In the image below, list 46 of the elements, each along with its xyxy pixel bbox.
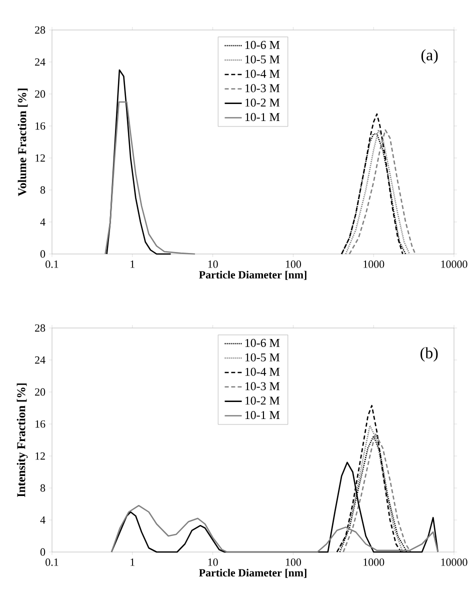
y-axis-title: Volume Fraction [%] xyxy=(18,88,28,196)
y-tick-label: 16 xyxy=(36,122,46,130)
y-tick-label: 28 xyxy=(35,324,46,332)
y-tick-label: 12 xyxy=(36,452,45,460)
legend-label: 10-5 M xyxy=(245,55,280,64)
legend-label: 10-1 M xyxy=(245,113,280,122)
x-axis-title: Particle Diameter [nm] xyxy=(199,568,306,578)
y-tick-label: 16 xyxy=(36,420,46,428)
y-tick-label: 12 xyxy=(36,154,45,162)
y-tick-label: 8 xyxy=(40,484,46,492)
x-tick-label: 1000 xyxy=(364,558,384,566)
legend-label: 10-6 M xyxy=(245,338,280,347)
y-tick-label: 0 xyxy=(40,250,46,258)
x-tick-label: 1000 xyxy=(364,260,384,268)
annotation: (a) xyxy=(421,49,438,64)
annotation: (b) xyxy=(420,347,438,362)
legend-label: 10-1 M xyxy=(245,411,280,420)
legend-label: 10-4 M xyxy=(245,70,280,78)
y-tick-label: 28 xyxy=(35,26,46,34)
legend-label: 10-2 M xyxy=(245,396,280,405)
x-tick-label: 100 xyxy=(286,558,301,566)
y-tick-label: 4 xyxy=(40,218,46,226)
y-tick-label: 20 xyxy=(35,388,46,396)
y-tick-label: 4 xyxy=(40,516,46,524)
x-tick-label: 1 xyxy=(130,260,134,268)
x-tick-label: 1 xyxy=(130,558,134,566)
y-tick-label: 20 xyxy=(35,90,46,98)
x-tick-label: 10 xyxy=(208,260,218,268)
y-axis-title: Intensity Fraction [%] xyxy=(16,383,28,498)
y-tick-label: 8 xyxy=(40,186,46,194)
y-tick-label: 24 xyxy=(35,58,46,66)
x-tick-label: 100 xyxy=(286,260,301,268)
legend-label: 10-3 M xyxy=(245,382,280,390)
legend-label: 10-2 M xyxy=(245,98,280,107)
legend-label: 10-5 M xyxy=(245,353,280,362)
x-tick-label: 0.1 xyxy=(46,260,58,268)
y-tick-label: 0 xyxy=(40,548,46,556)
x-axis-title: Particle Diameter [nm] xyxy=(199,270,306,280)
legend-label: 10-6 M xyxy=(245,40,280,49)
x-tick-label: 10 xyxy=(208,558,218,566)
x-tick-label: 10000 xyxy=(441,558,468,566)
x-tick-label: 10000 xyxy=(441,260,468,268)
y-tick-label: 24 xyxy=(35,356,46,364)
legend-label: 10-3 M xyxy=(245,84,280,92)
legend-label: 10-4 M xyxy=(245,368,280,376)
x-tick-label: 0.1 xyxy=(46,558,58,566)
